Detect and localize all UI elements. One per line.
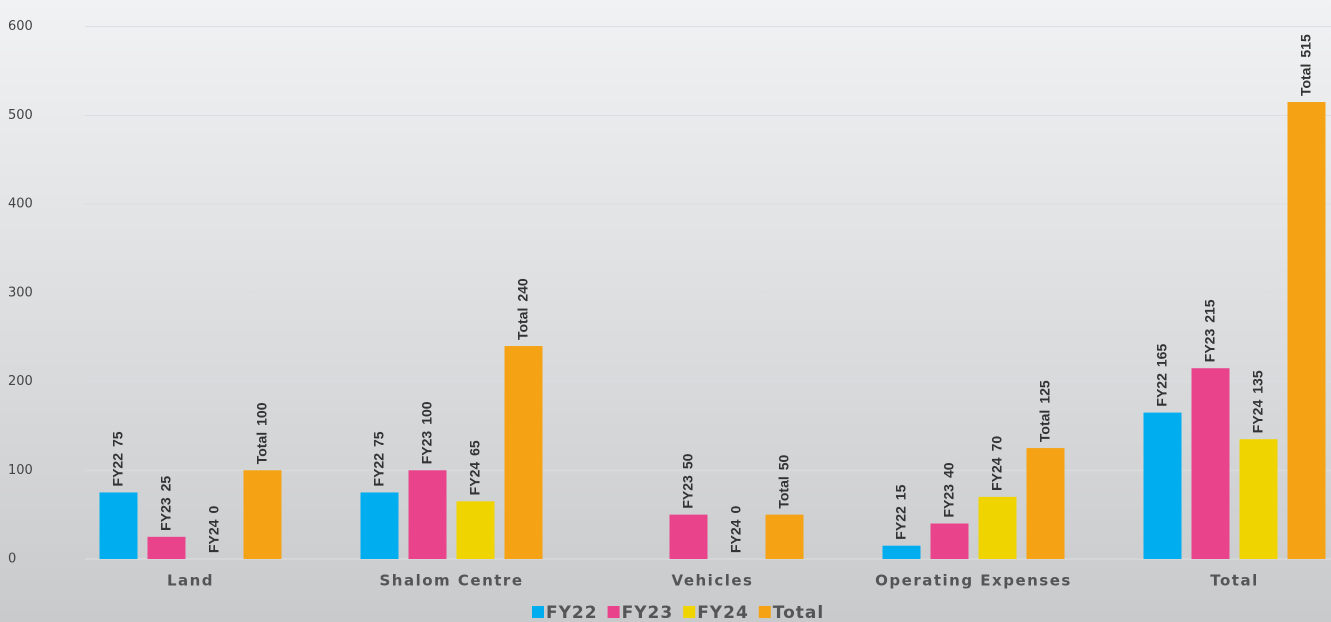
data-label: FY23 50: [679, 453, 695, 508]
x-tick-label: Vehicles: [672, 572, 754, 590]
data-label-value: 0: [727, 506, 743, 514]
bar: [765, 514, 804, 559]
legend-swatch: [758, 606, 771, 618]
data-label: FY24 65: [466, 440, 482, 495]
data-label: Total 50: [775, 454, 791, 508]
data-label: Total 515: [1297, 34, 1313, 96]
data-label: Total 100: [253, 402, 269, 464]
legend-swatch: [683, 606, 696, 618]
bar: [1191, 368, 1230, 559]
data-label-series: FY24: [466, 462, 482, 496]
data-label-series: Total: [253, 432, 269, 464]
data-label: Total 240: [514, 278, 530, 340]
legend-label: Total: [773, 603, 824, 622]
data-label-series: Total: [1036, 410, 1052, 442]
data-label-value: 165: [1153, 344, 1169, 368]
data-label-series: Total: [514, 308, 530, 340]
data-label-value: 100: [253, 402, 269, 426]
y-tick-label: 300: [8, 285, 33, 300]
data-label-series: FY24: [727, 519, 743, 553]
bar: [978, 496, 1017, 559]
data-label: FY24 70: [988, 436, 1004, 491]
data-label-value: 15: [892, 484, 908, 500]
data-label-series: Total: [1297, 64, 1313, 96]
y-tick-label: 200: [8, 374, 33, 389]
y-tick-label: 400: [8, 197, 33, 212]
y-tick-label: 500: [8, 108, 33, 123]
data-label: FY24 135: [1249, 370, 1265, 433]
data-label-series: FY23: [418, 431, 434, 465]
data-label-series: Total: [775, 476, 791, 508]
data-label: FY23 25: [157, 476, 173, 531]
x-tick-label: Land: [167, 572, 214, 590]
bar: [456, 501, 495, 559]
data-label-value: 25: [157, 476, 173, 492]
data-label-value: 75: [370, 431, 386, 447]
data-label-series: FY24: [205, 519, 221, 553]
legend-label: FY24: [697, 603, 749, 622]
data-label-value: 50: [679, 453, 695, 469]
y-tick-label: 600: [8, 19, 33, 34]
bar: [1026, 448, 1065, 559]
data-label: FY24 0: [727, 506, 743, 553]
data-label-value: 125: [1036, 380, 1052, 404]
bar: [504, 346, 543, 559]
data-label-series: FY24: [988, 457, 1004, 491]
data-label-series: FY23: [679, 475, 695, 509]
data-label: FY22 165: [1153, 344, 1169, 407]
bar: [882, 545, 921, 559]
data-label: FY22 15: [892, 484, 908, 539]
data-label-series: FY23: [1201, 329, 1217, 363]
data-label-value: 215: [1201, 299, 1217, 323]
legend-label: FY22: [546, 603, 598, 622]
legend-swatch: [532, 606, 544, 618]
data-label-series: FY22: [370, 453, 386, 487]
x-tick-label: Total: [1210, 572, 1258, 590]
y-tick-label: 0: [8, 552, 16, 567]
bar: [147, 536, 186, 559]
x-tick-label: Operating Expenses: [875, 572, 1072, 590]
data-label: FY22 75: [109, 431, 125, 486]
data-label-value: 65: [466, 440, 482, 456]
legend: FY22 FY23 FY24 Total: [532, 603, 824, 622]
data-label: FY23 100: [418, 401, 434, 464]
data-label: FY23 40: [940, 462, 956, 517]
data-label-value: 40: [940, 462, 956, 478]
y-tick-label: 100: [8, 463, 33, 478]
data-label-series: FY22: [1153, 373, 1169, 407]
bar: [360, 492, 399, 559]
data-label-value: 100: [418, 401, 434, 425]
bar: [243, 470, 282, 559]
data-label-value: 70: [988, 436, 1004, 452]
data-label-value: 50: [775, 454, 791, 470]
data-label-value: 75: [109, 431, 125, 447]
data-label-series: FY23: [157, 497, 173, 531]
data-label: Total 125: [1036, 380, 1052, 442]
data-label: FY22 75: [370, 431, 386, 486]
data-label-series: FY22: [109, 453, 125, 487]
legend-swatch: [607, 606, 620, 618]
data-label-series: FY24: [1249, 400, 1265, 434]
data-label-series: FY23: [940, 484, 956, 518]
bar: [930, 523, 969, 559]
legend-label: FY23: [622, 603, 674, 622]
data-label-value: 135: [1249, 370, 1265, 394]
bar: [1143, 412, 1182, 559]
bar: [1239, 439, 1278, 559]
data-label-value: 515: [1297, 34, 1313, 58]
data-label-series: FY22: [892, 506, 908, 540]
data-label-value: 0: [205, 506, 221, 514]
data-label: FY24 0: [205, 506, 221, 553]
bar: [1287, 102, 1326, 560]
bar: [99, 492, 138, 559]
x-tick-label: Shalom Centre: [379, 572, 523, 590]
bar: [408, 470, 447, 559]
data-label: FY23 215: [1201, 299, 1217, 362]
bar: [669, 514, 708, 559]
data-label-value: 240: [514, 278, 530, 302]
